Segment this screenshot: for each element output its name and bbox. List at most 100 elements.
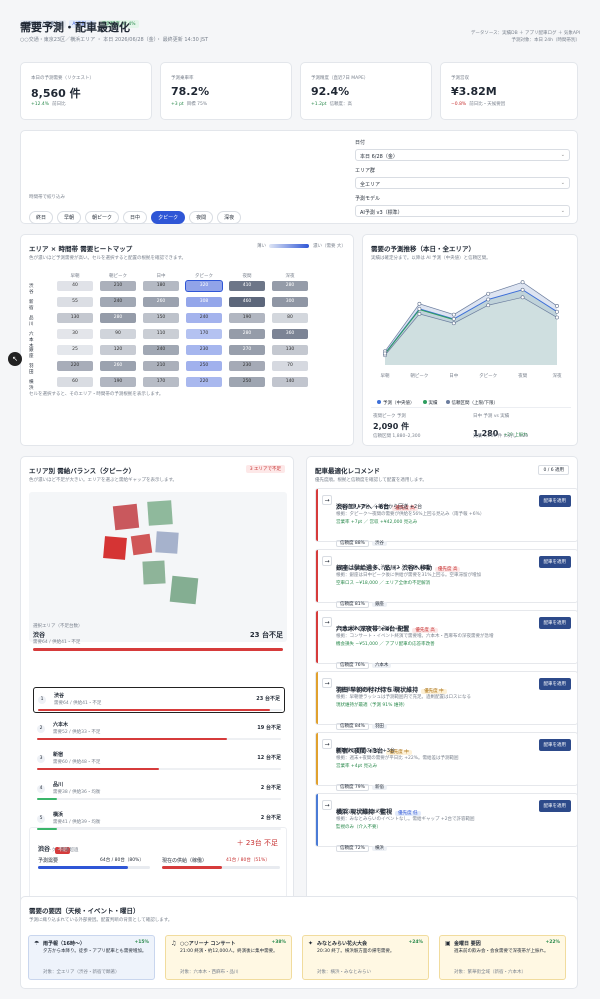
priority-badge: 優先度 中 <box>386 750 412 755</box>
heatmap-cell[interactable]: 250 <box>186 361 222 371</box>
heatmap-cell[interactable]: 260 <box>100 361 136 371</box>
ranking-row[interactable]: 1 渋谷 需要64 / 供給41・不足 23 台不足 <box>33 687 285 713</box>
heatmap-cell[interactable]: 120 <box>100 345 136 355</box>
heatmap-cell[interactable]: 360 <box>272 329 308 339</box>
rec-area-tag: 羽田 <box>371 724 387 729</box>
heatmap-cell[interactable]: 240 <box>100 297 136 307</box>
legend-high: 濃い（需要 大） <box>313 244 346 249</box>
apply-dispatch-button[interactable]: 配車を適用 <box>538 678 571 690</box>
time-chip[interactable]: 日中 <box>123 211 148 224</box>
ranking-row[interactable]: 5 横浜 需要41 / 供給39・均衡 2 台不足 <box>33 807 285 833</box>
kpi-card: 予測乗車率 78.2% +3 pt 目標 75% <box>160 62 292 120</box>
heatmap-cell[interactable]: 55 <box>57 297 93 307</box>
scroll-top-button[interactable]: ↖ <box>8 352 22 366</box>
map-tile-shinagawa[interactable] <box>155 531 179 554</box>
time-chip[interactable]: 夕ピーク <box>151 211 186 224</box>
heatmap-cell[interactable]: 190 <box>100 377 136 387</box>
rec-reason: 根拠：みなとみらいのイベントなし。需給ギャップ +2台で許容範囲 <box>336 817 475 822</box>
heatmap-cell[interactable]: 170 <box>186 329 222 339</box>
ranking-row[interactable]: 4 品川 需要38 / 供給36・均衡 2 台不足 <box>33 777 285 803</box>
x-tick-label: 早朝 <box>381 373 390 379</box>
apply-dispatch-button[interactable]: 配車を適用 <box>538 556 571 568</box>
confidence-badge: 信頼度 76% <box>336 662 369 669</box>
time-chip[interactable]: 早朝 <box>57 211 82 224</box>
time-chips: 終日 早朝 朝ピーク 日中 夕ピーク 夜間 深夜 <box>29 204 245 224</box>
heatmap-cell[interactable]: 210 <box>143 361 179 371</box>
heatmap-row-label: 六本木 <box>29 332 34 349</box>
time-chip[interactable]: 深夜 <box>217 211 242 224</box>
heatmap-cell[interactable]: 210 <box>100 281 136 291</box>
map-tile-yokohama[interactable] <box>142 560 166 585</box>
heatmap-cell[interactable]: 190 <box>229 313 265 323</box>
priority-badge: 優先度 高 <box>412 628 438 633</box>
confidence-badge: 信頼度 81% <box>336 601 369 608</box>
heatmap-cell[interactable]: 308 <box>186 297 222 307</box>
heatmap-cell[interactable]: 170 <box>143 377 179 387</box>
heatmap-cell[interactable]: 320 <box>186 281 222 291</box>
legend-label: 信頼区間（上限/下限） <box>451 401 499 406</box>
apply-dispatch-button[interactable]: 配車を適用 <box>538 617 571 629</box>
heatmap-cell[interactable]: 40 <box>57 281 93 291</box>
rec-area-tag: 新宿 <box>371 785 387 790</box>
heatmap-cell[interactable]: 220 <box>57 361 93 371</box>
heatmap-cell[interactable]: 240 <box>143 345 179 355</box>
time-chip[interactable]: 終日 <box>29 211 54 224</box>
demand-value: 64台 / 80台（80%） <box>100 858 144 863</box>
heatmap-cell[interactable]: 460 <box>229 297 265 307</box>
rec-meta: 信頼度 76% 六本木 <box>336 651 392 670</box>
heatmap-cell[interactable]: 150 <box>143 313 179 323</box>
heatmap-cell[interactable]: 130 <box>57 313 93 323</box>
heatmap-cell[interactable]: 30 <box>57 329 93 339</box>
map-tile-shinjuku[interactable] <box>112 503 140 531</box>
apply-dispatch-button[interactable]: 配車を適用 <box>538 495 571 507</box>
heatmap-cell[interactable]: 180 <box>143 281 179 291</box>
heatmap-cell[interactable]: 300 <box>272 297 308 307</box>
heatmap-cell[interactable]: 140 <box>272 377 308 387</box>
rec-count: 0 / 6 適用 <box>538 465 569 475</box>
causes-subtitle: 予測に織り込まれている外部要因。配置判断の背景として確認します。 <box>29 918 173 923</box>
heatmap-cell[interactable]: 70 <box>272 361 308 371</box>
data-source: データソース：実績DB ＋ アプリ配車ログ ＋ 気象API <box>470 31 580 36</box>
stat1-value: 2,090 件 <box>373 422 410 431</box>
ranking-row[interactable]: 3 新宿 需要60 / 供給48・不足 12 台不足 <box>33 747 285 773</box>
area-select[interactable]: 全エリア ⌄ <box>355 177 570 189</box>
heatmap-cell[interactable]: 270 <box>229 345 265 355</box>
heatmap-cell[interactable]: 220 <box>186 377 222 387</box>
ranking-row[interactable]: 2 六本木 需要52 / 供給33・不足 19 台不足 <box>33 717 285 743</box>
map-tile-roppongi[interactable] <box>130 533 153 556</box>
heatmap-cell[interactable]: 80 <box>272 313 308 323</box>
heatmap-cell[interactable]: 410 <box>229 281 265 291</box>
map-tile-ginza[interactable] <box>147 500 173 526</box>
date-select[interactable]: 本日 6/28（金） ⌄ <box>355 149 570 161</box>
time-chip[interactable]: 夜間 <box>189 211 214 224</box>
heatmap-cell[interactable]: 90 <box>100 329 136 339</box>
heatmap-cell[interactable]: 230 <box>229 361 265 371</box>
heatmap-cell[interactable]: 25 <box>57 345 93 355</box>
heatmap-cell[interactable]: 130 <box>272 345 308 355</box>
legend-dot <box>445 400 450 404</box>
heatmap-cell[interactable]: 260 <box>143 297 179 307</box>
date-label: 日付 <box>355 140 366 146</box>
data-point <box>555 309 559 314</box>
heatmap-cell[interactable]: 110 <box>143 329 179 339</box>
detail-area-name: 渋谷 <box>38 846 51 853</box>
lower-line <box>384 296 558 356</box>
stat2-value: 1,280 <box>473 429 499 438</box>
apply-dispatch-button[interactable]: 配車を適用 <box>538 800 571 812</box>
map-tile-shibuya[interactable] <box>103 536 127 560</box>
heatmap-cell[interactable]: 250 <box>229 377 265 387</box>
heatmap-cell[interactable]: 280 <box>229 329 265 339</box>
heatmap-cell[interactable]: 280 <box>272 281 308 291</box>
heatmap-cell[interactable]: 280 <box>100 313 136 323</box>
rec-title-row: 渋谷エリアへ +6台 優先度 高 <box>336 494 418 513</box>
apply-dispatch-button[interactable]: 配車を適用 <box>538 739 571 751</box>
legend-item: 予測（中央値） <box>377 400 415 406</box>
cause-card: ✦ みなとみらい花火大会 +24% 20:30 終了。横浜駅方面の帰宅需要。 対象：横浜… <box>302 935 429 980</box>
heatmap-cell[interactable]: 240 <box>186 313 222 323</box>
balance-card: エリア別 需給バランス（夕ピーク） 3 エリアで不足 色が濃いほど不足が大きい。… <box>20 456 294 926</box>
map-tile-haneda[interactable] <box>169 575 199 605</box>
model-select[interactable]: AI予測 v3（標準） ⌄ <box>355 205 570 217</box>
heatmap-cell[interactable]: 230 <box>186 345 222 355</box>
time-chip[interactable]: 朝ピーク <box>85 211 120 224</box>
heatmap-cell[interactable]: 60 <box>57 377 93 387</box>
